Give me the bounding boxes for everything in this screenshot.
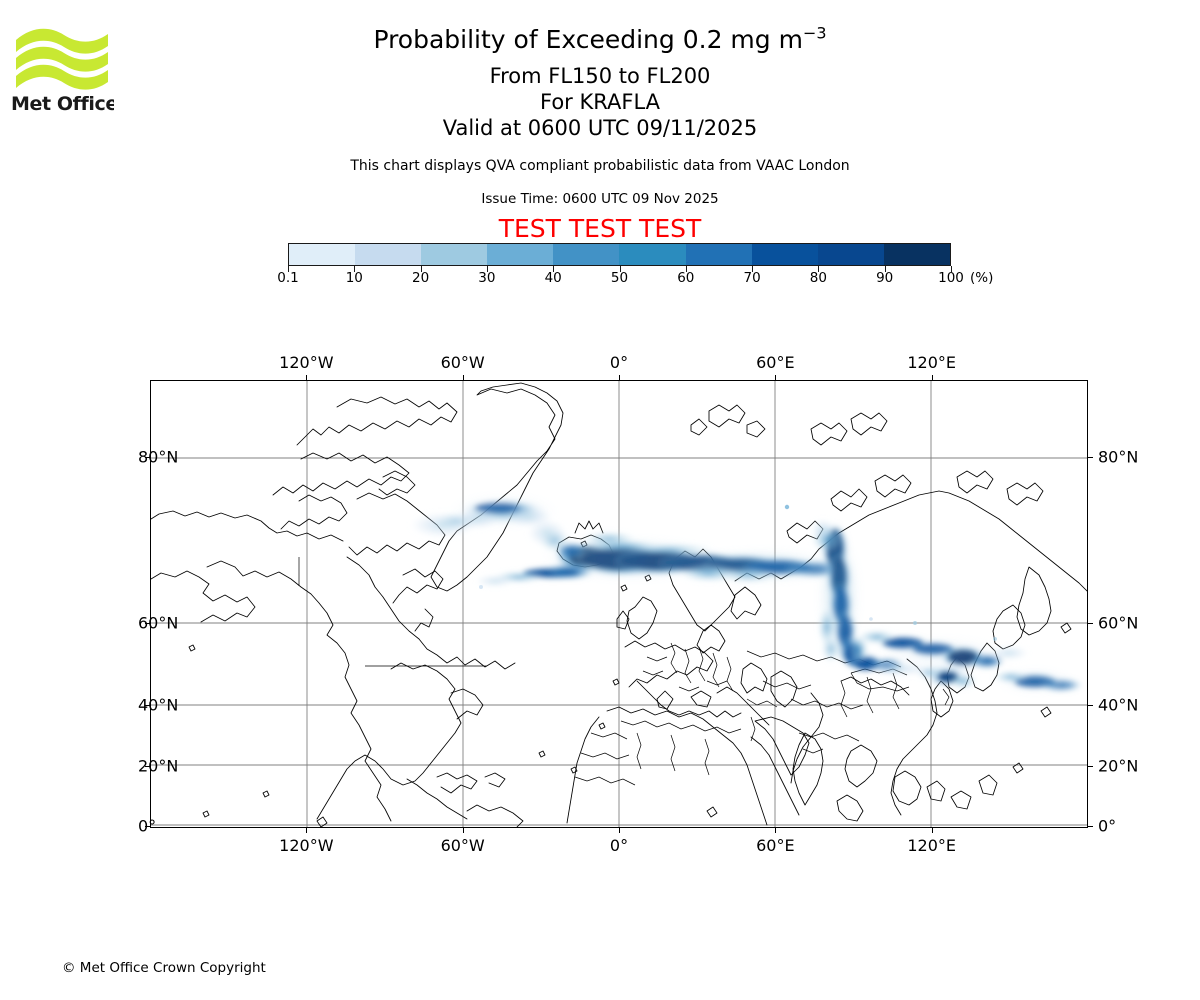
lon-label-top-0: 120°W (279, 353, 334, 372)
colorbar-tick-8 (818, 266, 820, 272)
colorbar-tick-labels: 0.1 10 20 30 40 50 60 70 80 90 100 (277, 270, 964, 288)
colorbar-tick-label-9: 90 (876, 270, 894, 286)
lon-tick-bottom-3 (775, 828, 777, 833)
lat-tick-right-3 (1088, 765, 1093, 767)
colorbar-bands (288, 243, 951, 266)
colorbar-band-3 (487, 244, 554, 265)
colorbar-band-8 (817, 244, 884, 265)
colorbar-band-4 (553, 244, 620, 265)
page-title-superscript: −3 (802, 23, 827, 43)
colorbar-tick-label-6: 60 (677, 270, 695, 286)
colorbar (288, 243, 951, 266)
lat-label-right-1: 60°N (1098, 613, 1139, 633)
colorbar-tick-4 (553, 266, 555, 272)
lon-tick-bottom-2 (619, 828, 620, 833)
colorbar-band-6 (685, 244, 752, 265)
lon-tick-bottom-1 (462, 828, 464, 833)
lon-tick-top-3 (775, 375, 777, 380)
colorbar-tick-1 (354, 266, 356, 272)
colorbar-band-2 (421, 244, 488, 265)
lat-label-right-2: 40°N (1098, 695, 1139, 715)
colorbar-tick-5 (619, 266, 621, 272)
lon-label-top-2: 0° (609, 353, 629, 372)
colorbar-tick-10 (951, 266, 952, 272)
colorbar-tick-label-2: 20 (412, 270, 430, 286)
lon-tick-bottom-0 (306, 828, 308, 833)
lon-label-bottom-3: 60°E (756, 836, 795, 855)
lon-label-top-4: 120°E (907, 353, 956, 372)
lon-label-top-1: 60°W (440, 353, 485, 372)
lat-tick-left-0 (145, 457, 150, 459)
colorbar-band-0 (289, 244, 356, 265)
lat-label-right-4: 0° (1098, 816, 1117, 836)
map-canvas (151, 381, 1087, 827)
colorbar-tick-7 (752, 266, 754, 272)
colorbar-band-5 (619, 244, 686, 265)
page-title: Probability of Exceeding 0.2 mg m−3 (0, 25, 1200, 55)
lat-tick-left-3 (145, 765, 150, 767)
colorbar-tick-label-0: 0.1 (277, 270, 299, 286)
colorbar-tick-6 (685, 266, 687, 272)
test-banner: TEST TEST TEST (498, 214, 702, 243)
colorbar-tick-label-3: 30 (478, 270, 496, 286)
lon-tick-top-1 (462, 375, 464, 380)
lat-tick-right-1 (1088, 623, 1093, 625)
lon-tick-bottom-4 (931, 828, 933, 833)
met-office-logo: Met Office (10, 18, 114, 118)
lon-label-bottom-2: 0° (609, 836, 629, 855)
colorbar-tick-9 (884, 266, 886, 272)
issue-time-text: Issue Time: 0600 UTC 09 Nov 2025 (481, 191, 719, 207)
map-gridlines (151, 381, 1087, 827)
lat-tick-left-1 (145, 623, 150, 625)
lat-label-right-0: 80°N (1098, 447, 1139, 467)
colorbar-tick-label-10: 100 (938, 270, 964, 286)
lat-tick-left-4 (145, 825, 150, 827)
colorbar-band-1 (355, 244, 422, 265)
subtitle-flight-levels: From FL150 to FL200 (489, 64, 711, 88)
ash-plume-specks (479, 504, 997, 641)
lat-tick-right-0 (1088, 457, 1093, 459)
colorbar-tick-label-5: 50 (610, 270, 629, 286)
disclaimer-text: This chart displays QVA compliant probab… (350, 158, 850, 174)
lon-label-bottom-1: 60°W (440, 836, 485, 855)
lon-tick-top-4 (931, 375, 933, 380)
colorbar-tick-0 (288, 266, 289, 272)
lon-tick-top-0 (306, 375, 308, 380)
colorbar-tick-label-1: 10 (345, 270, 363, 286)
met-office-logo-graphic: Met Office (11, 28, 114, 115)
colorbar-tick-label-4: 40 (544, 270, 562, 286)
map-coastlines (151, 382, 1087, 827)
lon-label-bottom-4: 120°E (907, 836, 956, 855)
logo-text: Met Office (11, 93, 114, 115)
colorbar-band-9 (883, 244, 950, 265)
lon-label-bottom-0: 120°W (279, 836, 334, 855)
colorbar-tick-label-8: 80 (809, 270, 827, 286)
copyright-footer: © Met Office Crown Copyright (62, 960, 266, 976)
lat-tick-right-4 (1088, 825, 1093, 827)
lat-tick-left-2 (145, 705, 150, 707)
page-title-text: Probability of Exceeding 0.2 mg m (373, 25, 803, 54)
colorbar-tick-2 (420, 266, 422, 272)
subtitle-valid-time: Valid at 0600 UTC 09/11/2025 (442, 116, 758, 140)
lat-tick-right-2 (1088, 705, 1093, 707)
lat-label-right-3: 20°N (1098, 756, 1139, 776)
colorbar-tick-3 (486, 266, 488, 272)
lon-tick-top-2 (619, 375, 620, 380)
colorbar-band-7 (751, 244, 818, 265)
subtitle-volcano: For KRAFLA (540, 90, 660, 114)
colorbar-tick-label-7: 70 (743, 270, 761, 286)
map-plot-area (150, 380, 1088, 828)
colorbar-ticks (288, 266, 952, 274)
logo-waves (16, 28, 108, 90)
ash-plume-halo (447, 494, 1075, 693)
lon-label-top-3: 60°E (756, 353, 795, 372)
colorbar-units-label: (%) (970, 270, 994, 286)
